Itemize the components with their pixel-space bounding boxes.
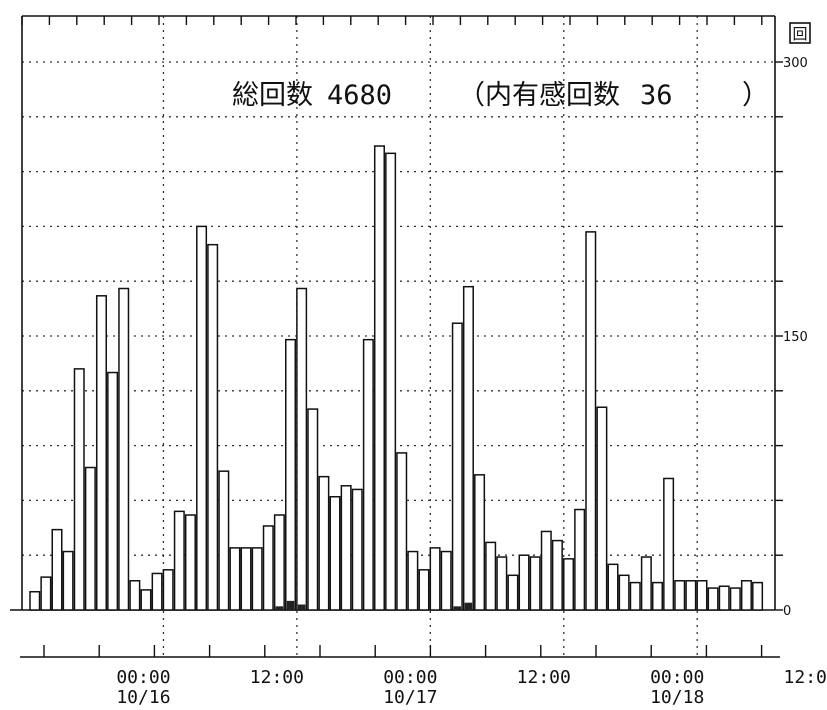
bar — [184, 514, 196, 611]
y-tick-label: 150 — [783, 330, 808, 345]
bar — [663, 477, 675, 611]
bar — [418, 569, 430, 611]
bar — [140, 589, 152, 611]
felt-bar — [464, 602, 473, 610]
title-felt-value: 36 — [640, 80, 673, 111]
x-tick-time: 00:00 — [383, 667, 437, 688]
bar — [40, 576, 52, 611]
x-tick-date: 10/17 — [383, 687, 437, 708]
x-tick-time: 00:00 — [650, 667, 704, 688]
bar — [596, 406, 608, 611]
bar — [351, 488, 363, 611]
bar — [440, 550, 452, 611]
grid — [22, 16, 775, 660]
bar — [151, 572, 163, 611]
bar — [162, 569, 174, 611]
bar — [640, 556, 652, 611]
bar — [429, 547, 441, 611]
bar — [95, 295, 107, 611]
bar — [540, 530, 552, 611]
title-felt-label: （内有感回数 — [458, 80, 620, 111]
bar — [740, 580, 752, 611]
bar — [451, 322, 463, 611]
bar — [129, 580, 141, 611]
bars — [29, 145, 764, 611]
bar — [29, 590, 41, 611]
bar — [707, 587, 719, 611]
bar — [507, 574, 519, 611]
bar — [107, 371, 119, 611]
title-total-value: 4680 — [327, 80, 392, 111]
title-close-paren: ） — [742, 80, 769, 111]
x-tick-time: 12:00 — [250, 667, 304, 688]
x-tick-time: 12:00 — [784, 667, 827, 688]
bar — [329, 495, 341, 611]
bar — [251, 547, 263, 611]
bar — [296, 287, 308, 611]
bar — [752, 581, 764, 611]
y-tick-label: 300 — [783, 56, 808, 71]
bar — [651, 581, 663, 611]
x-tick-date: 10/16 — [116, 687, 170, 708]
bar — [529, 556, 541, 611]
bar — [196, 225, 208, 611]
chart-title: 総回数 4680 （内有感回数 36 ） — [232, 80, 769, 111]
bar — [73, 368, 85, 611]
bar — [51, 528, 63, 611]
y-tick-label: 0 — [783, 604, 791, 619]
bar — [618, 574, 630, 611]
bar — [551, 539, 563, 611]
bar — [307, 408, 319, 611]
bar — [373, 145, 385, 611]
bar — [84, 466, 96, 611]
bar — [118, 287, 130, 611]
x-tick-date: 10/18 — [650, 687, 704, 708]
bar — [285, 338, 297, 611]
bar — [62, 550, 74, 611]
bar — [518, 554, 530, 611]
felt-bar — [453, 606, 462, 610]
bar — [229, 547, 241, 611]
bar — [362, 338, 374, 611]
unit-label-text: 回 — [792, 25, 807, 43]
y-axis-labels: 300 150 0 — [783, 56, 808, 619]
felt-bar — [286, 600, 295, 610]
bar — [485, 541, 497, 611]
bar — [674, 580, 686, 611]
felt-bar — [297, 604, 306, 610]
bar — [685, 580, 697, 611]
bar — [273, 514, 285, 611]
bar — [385, 152, 397, 611]
bar — [607, 563, 619, 611]
bar — [218, 470, 230, 611]
bar — [318, 475, 330, 611]
bar — [462, 285, 474, 611]
title-total-label: 総回数 — [232, 80, 313, 111]
unit-label: 回 — [789, 22, 811, 44]
bar — [629, 581, 641, 611]
bar — [474, 474, 486, 611]
bar — [729, 587, 741, 611]
bar — [585, 231, 597, 611]
bar — [574, 508, 586, 611]
bar — [262, 525, 274, 611]
bar — [496, 556, 508, 611]
axes — [43, 61, 783, 657]
bar — [407, 550, 419, 611]
bar — [696, 580, 708, 611]
felt-bar — [275, 606, 284, 610]
x-tick-time: 00:00 — [116, 667, 170, 688]
x-tick-time: 12:00 — [517, 667, 571, 688]
bar — [240, 547, 252, 611]
bar — [173, 510, 185, 611]
bar — [340, 485, 352, 611]
bar — [396, 452, 408, 611]
bar — [207, 243, 219, 611]
bar — [718, 585, 730, 611]
bar — [563, 558, 575, 611]
